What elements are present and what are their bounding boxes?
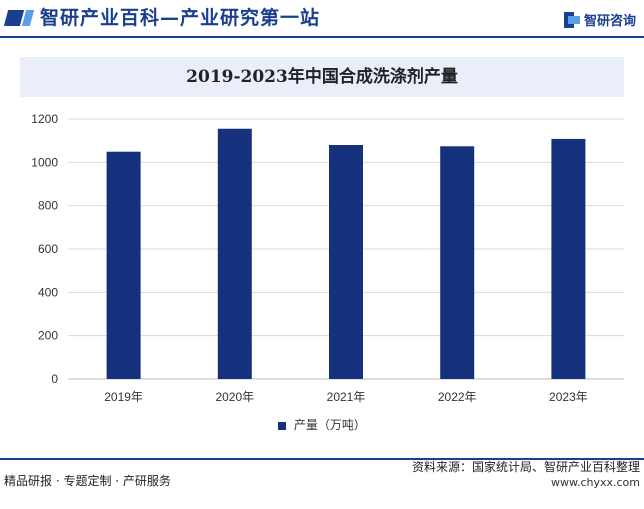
header-divider (0, 36, 644, 38)
footer-tagline: 精品研报 · 专题定制 · 产研服务 (4, 474, 171, 488)
y-tick-label: 800 (38, 199, 58, 213)
x-tick-label: 2020年 (215, 390, 254, 404)
x-tick-label: 2021年 (327, 390, 366, 404)
header-accent-secondary (21, 10, 35, 26)
y-tick-label: 400 (38, 285, 58, 299)
chart-title-band: 2019-2023年中国合成洗涤剂产量 (20, 57, 624, 97)
bar (440, 146, 475, 379)
bar-chart: 0 200 400 600 800 1000 1200 2019年 2020年 2021年 202… (31, 112, 624, 404)
y-axis-ticks: 0 200 400 600 800 1000 1200 (31, 112, 58, 386)
x-tick-label: 2019年 (104, 390, 143, 404)
logo-text: 智研咨询 (583, 14, 636, 29)
y-tick-label: 600 (38, 242, 58, 256)
header: 智研产业百科—产业研究第一站 智研咨询 (0, 0, 644, 40)
footer-source: 资料来源：国家统计局、智研产业百科整理 (411, 460, 640, 474)
bar (329, 145, 363, 379)
footer-url: www.chyxx.com (550, 476, 640, 489)
bar (106, 151, 141, 379)
y-tick-label: 0 (51, 372, 58, 386)
logo-icon (563, 11, 580, 28)
x-axis-ticks: 2019年 2020年 2021年 2022年 2023年 (104, 390, 588, 404)
bar (217, 128, 252, 379)
bars (106, 128, 586, 379)
x-tick-label: 2022年 (438, 390, 477, 404)
header-title: 智研产业百科—产业研究第一站 (40, 7, 321, 29)
legend-swatch (278, 421, 287, 430)
footer (0, 458, 644, 509)
logo: 智研咨询 (563, 10, 636, 29)
legend-label: 产量（万吨） (293, 418, 366, 432)
chart-title: 2019-2023年中国合成洗涤剂产量 (186, 67, 458, 87)
header-accent (3, 10, 25, 26)
y-tick-label: 200 (38, 329, 58, 343)
legend: 产量（万吨） (0, 416, 644, 433)
bar (551, 138, 586, 379)
y-tick-label: 1000 (31, 155, 58, 169)
y-tick-label: 1200 (31, 112, 58, 126)
x-tick-label: 2023年 (549, 390, 588, 404)
